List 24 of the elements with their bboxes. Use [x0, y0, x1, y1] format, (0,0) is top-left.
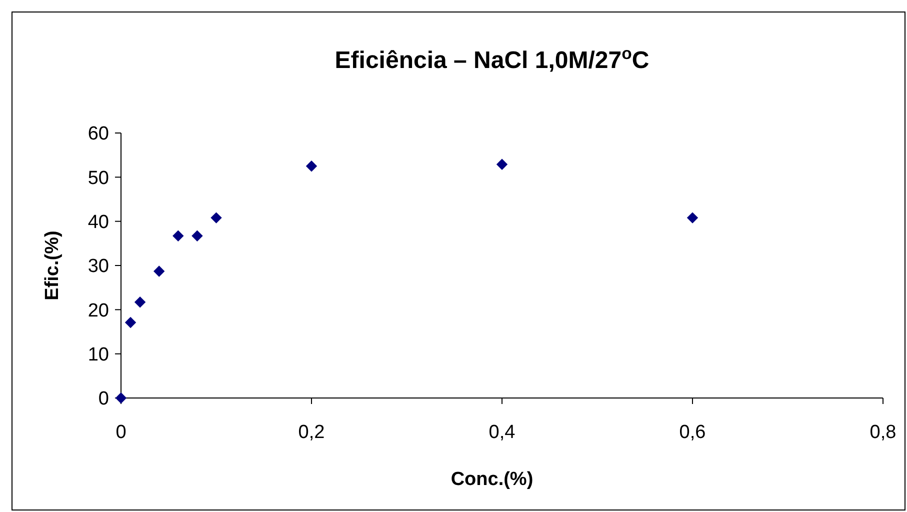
point [496, 158, 508, 170]
point [134, 296, 146, 308]
point [686, 212, 698, 224]
x-tick-label: 0,2 [298, 422, 325, 443]
y-tick-label: 20 [88, 300, 109, 322]
point [124, 316, 136, 328]
point [154, 266, 165, 277]
x-tick-label: 0 [116, 422, 126, 443]
y-axis-title: Efic.(%) [42, 230, 63, 300]
x-axis-title: Conc.(%) [450, 469, 534, 490]
x-tick-label: 0,6 [679, 422, 706, 443]
chart-title: Eficiência – NaCl 1,0M/27$^{o}$C [334, 44, 650, 74]
x-tick-label: 0,8 [870, 422, 896, 443]
point [306, 160, 318, 172]
y-tick-label: 30 [88, 256, 109, 278]
point [192, 230, 203, 242]
y-tick-label: 0 [98, 388, 109, 410]
point [172, 230, 184, 242]
y-tick-label: 40 [88, 212, 109, 233]
point [210, 212, 222, 224]
y-tick-label: 50 [88, 168, 109, 189]
y-tick-label: 10 [88, 344, 109, 366]
x-tick-label: 0,4 [488, 422, 516, 443]
y-tick-label: 60 [88, 124, 109, 145]
